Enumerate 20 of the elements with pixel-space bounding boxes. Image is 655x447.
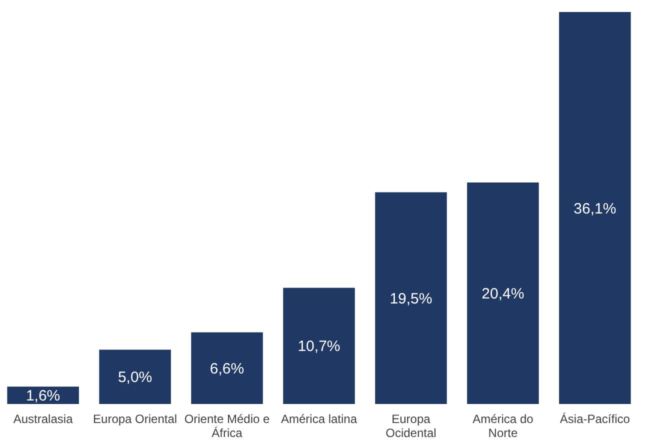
bar [191,332,263,404]
x-tick-label: América latina [280,412,358,426]
x-tick-label: Oriente Médio e África [184,412,270,440]
data-label: 36,1% [574,200,616,218]
x-tick-label: América do Norte [472,412,534,440]
data-label: 10,7% [298,338,340,356]
bar [283,288,355,404]
data-label: 5,0% [118,369,152,386]
bar [467,182,539,404]
data-label: 6,6% [210,360,244,378]
bar [99,350,171,404]
bar [559,12,631,404]
x-tick-label: Europa Oriental [93,412,178,426]
data-label: 19,5% [390,290,432,308]
data-label: 20,4% [482,285,524,302]
x-tick-label: Ásia-Pacífico [560,412,630,426]
x-tick-label: Australasia [13,412,74,426]
bar [375,192,447,404]
data-label: 1,6% [26,388,60,405]
x-tick-label: Europa Ocidental [386,412,436,440]
